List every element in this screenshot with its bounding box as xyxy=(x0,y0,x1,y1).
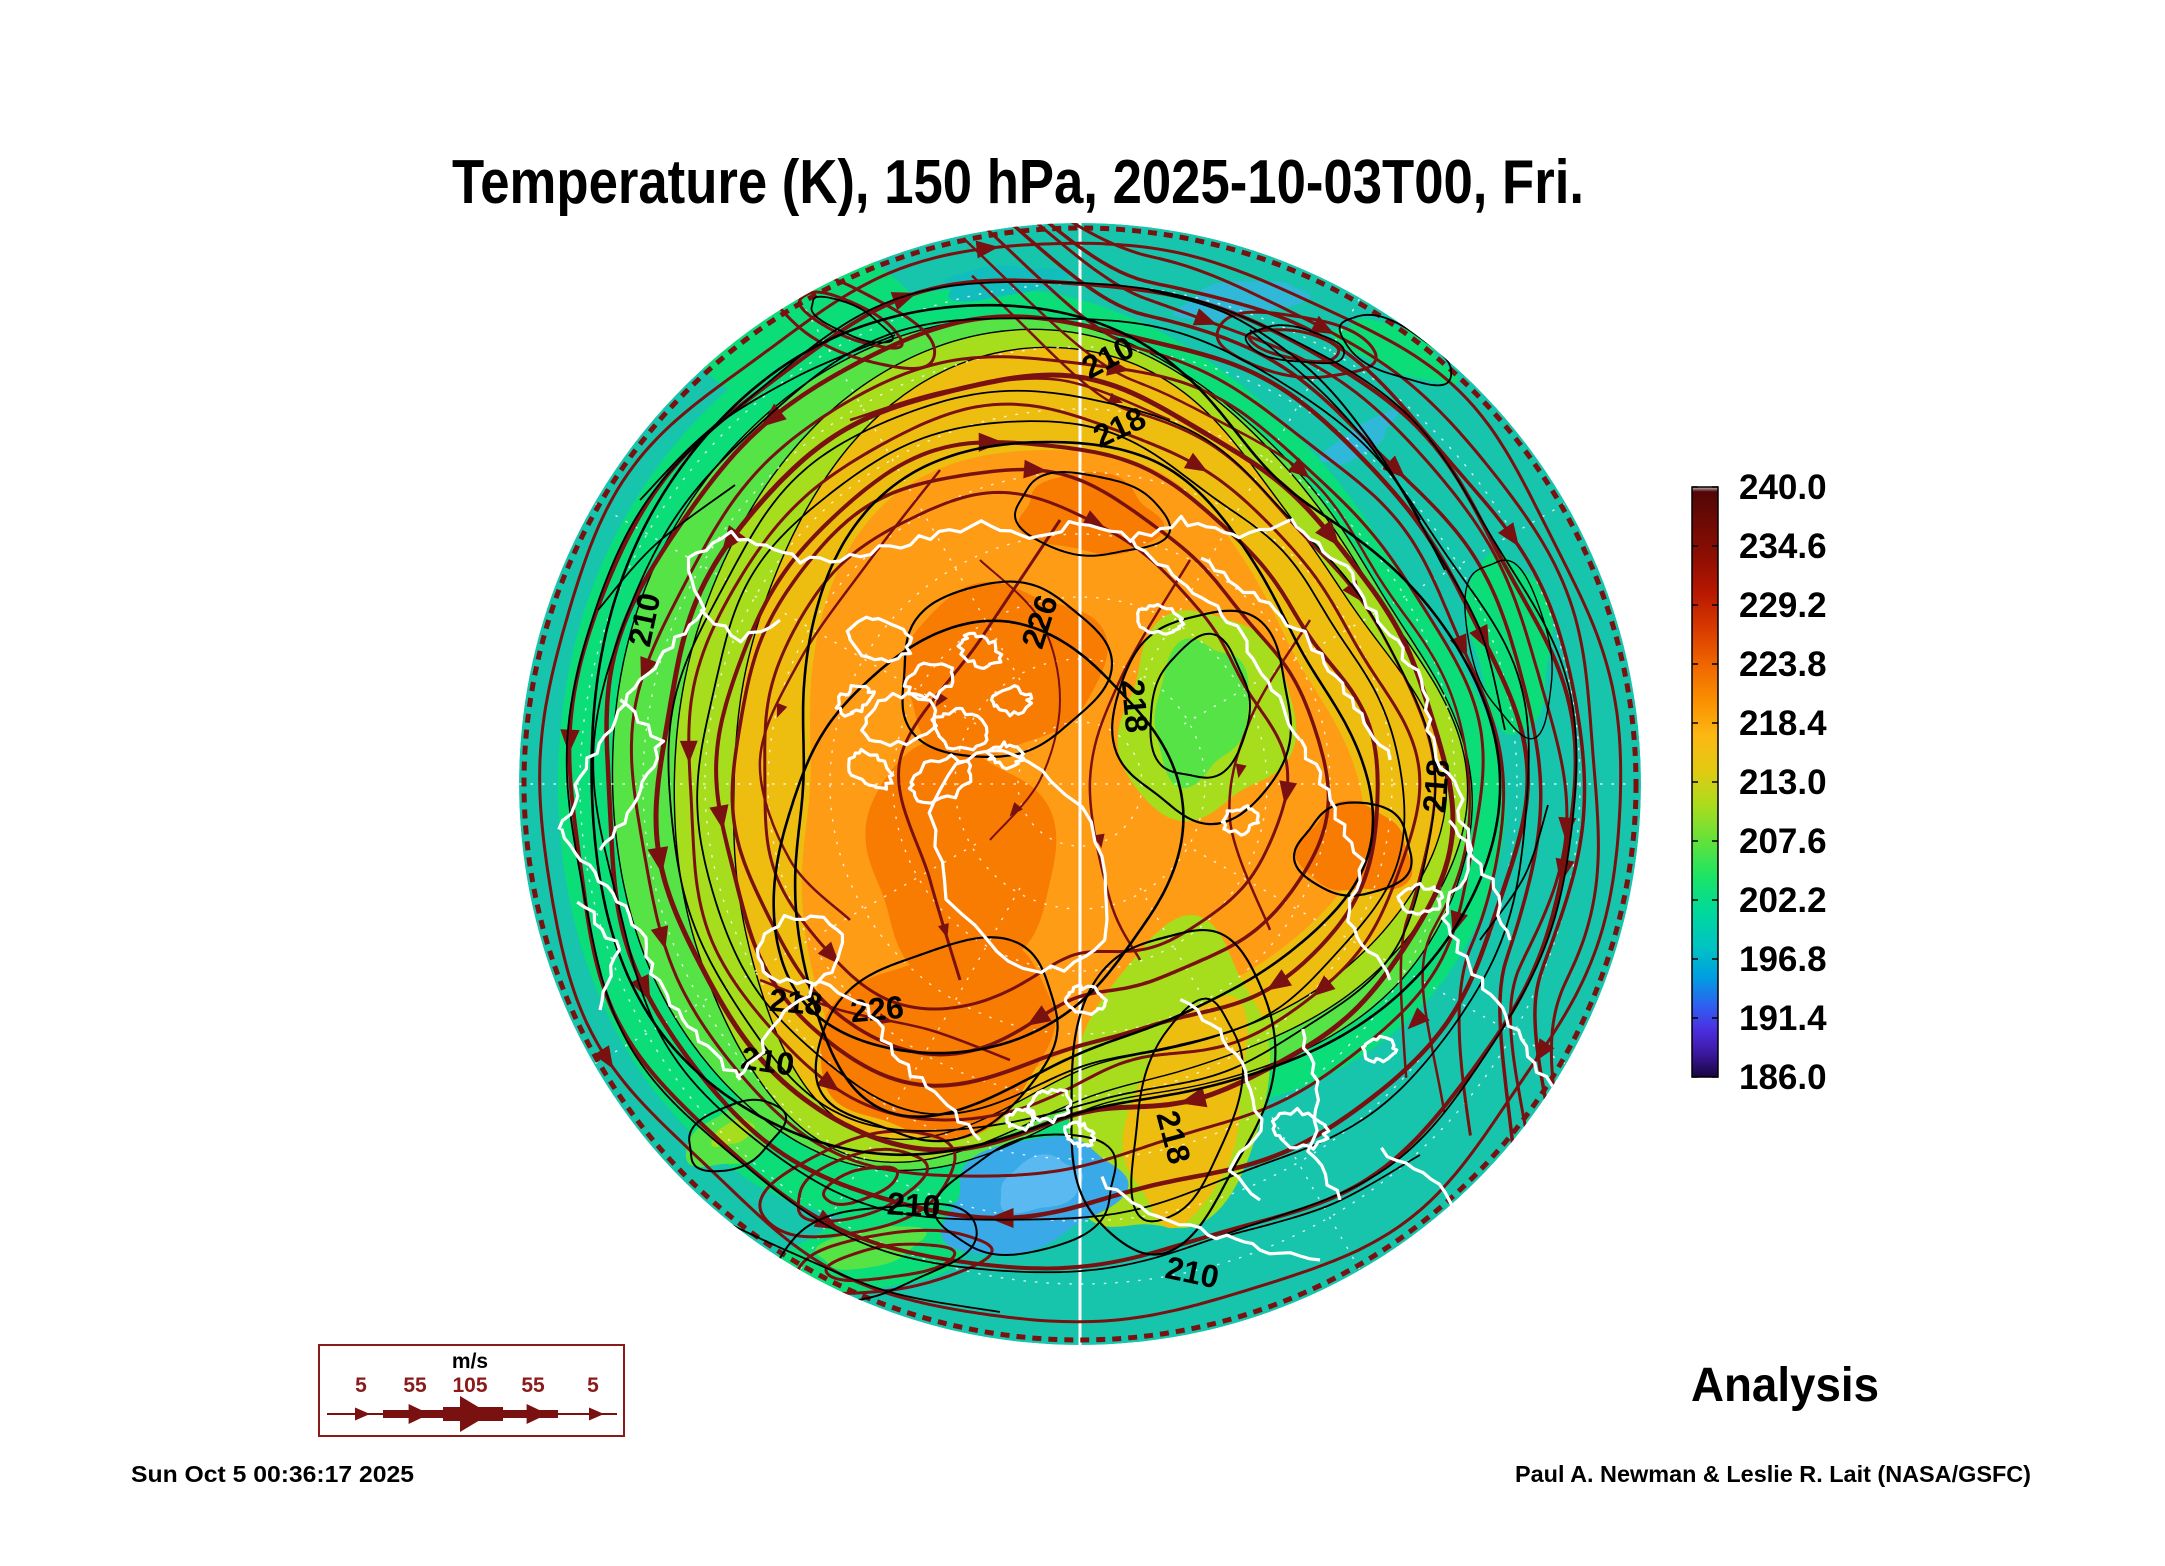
svg-text:Temperature (K), 150 hPa, 2025: Temperature (K), 150 hPa, 2025-10-03T00,… xyxy=(452,148,1584,217)
svg-text:Analysis: Analysis xyxy=(1691,1359,1879,1412)
svg-text:213.0: 213.0 xyxy=(1739,763,1827,802)
svg-text:5: 5 xyxy=(587,1374,599,1397)
svg-text:5: 5 xyxy=(355,1374,367,1397)
svg-text:202.2: 202.2 xyxy=(1739,881,1827,920)
svg-text:210: 210 xyxy=(886,1185,942,1225)
svg-text:105: 105 xyxy=(452,1374,487,1397)
svg-text:218: 218 xyxy=(1416,758,1457,814)
svg-text:210: 210 xyxy=(739,1040,797,1083)
svg-text:196.8: 196.8 xyxy=(1739,940,1827,979)
svg-text:218: 218 xyxy=(1115,678,1156,734)
svg-text:Sun Oct 5 00:36:17 2025: Sun Oct 5 00:36:17 2025 xyxy=(131,1461,414,1487)
svg-text:m/s: m/s xyxy=(452,1350,488,1373)
svg-text:226: 226 xyxy=(849,989,905,1030)
svg-text:191.4: 191.4 xyxy=(1739,999,1827,1038)
svg-text:240.0: 240.0 xyxy=(1739,468,1827,507)
svg-text:207.6: 207.6 xyxy=(1739,822,1827,861)
svg-text:229.2: 229.2 xyxy=(1739,586,1827,625)
svg-text:223.8: 223.8 xyxy=(1739,645,1827,684)
svg-text:Paul A. Newman & Leslie R. Lai: Paul A. Newman & Leslie R. Lait (NASA/GS… xyxy=(1515,1461,2031,1487)
svg-text:234.6: 234.6 xyxy=(1739,527,1827,566)
svg-text:55: 55 xyxy=(403,1374,427,1397)
svg-text:186.0: 186.0 xyxy=(1739,1058,1827,1097)
svg-text:55: 55 xyxy=(521,1374,545,1397)
svg-text:218.4: 218.4 xyxy=(1739,704,1827,743)
